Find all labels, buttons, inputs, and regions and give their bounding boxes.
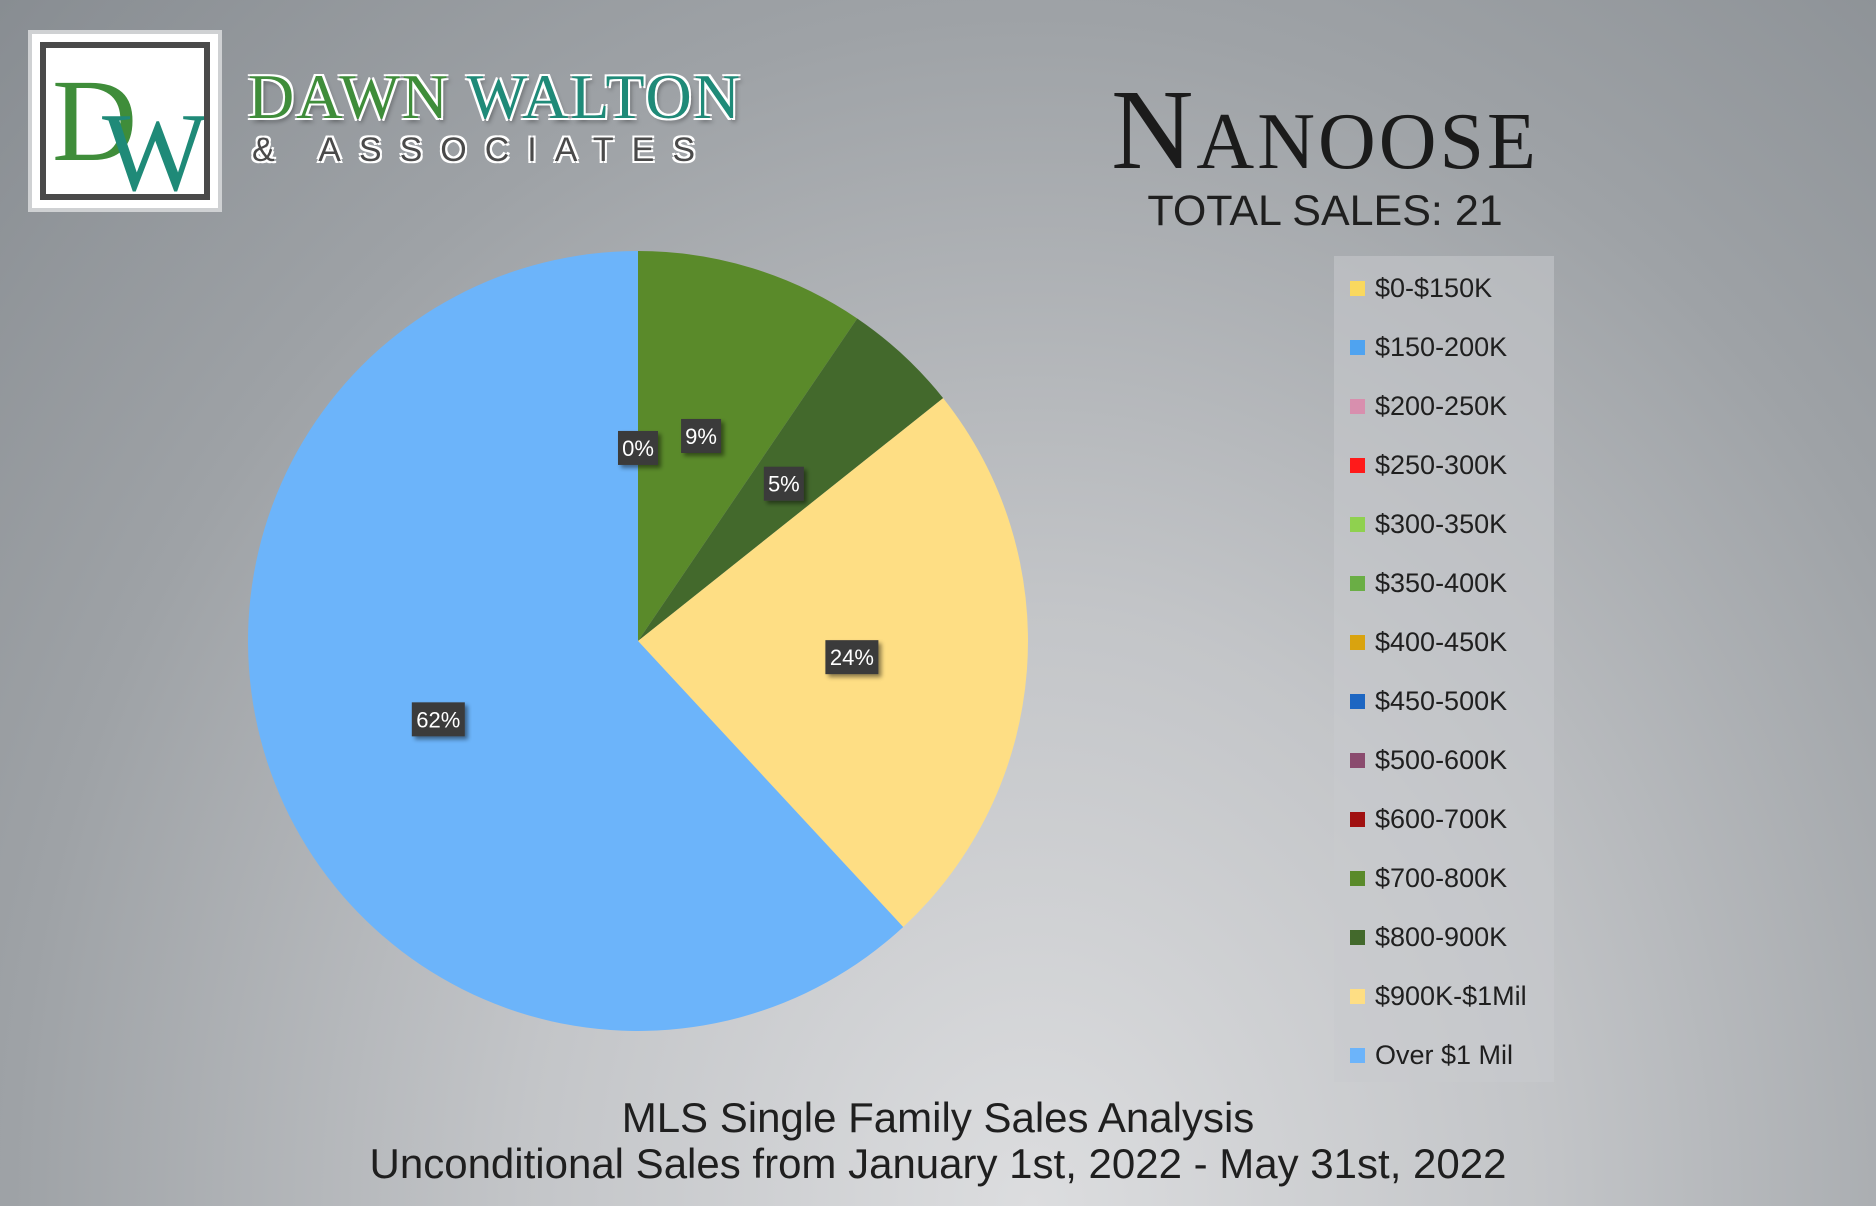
- data-label-text: 62%: [416, 707, 460, 732]
- legend-item-250-300k: $250-300K: [1350, 445, 1507, 485]
- data-label-box: [825, 640, 879, 675]
- brand-name: DAWN WALTON: [248, 62, 742, 132]
- legend-item-350-400k: $350-400K: [1350, 563, 1507, 603]
- legend-label: $900K-$1Mil: [1375, 980, 1527, 1011]
- data-label-over-1-mil: 62%: [411, 702, 465, 737]
- legend-swatch: [1350, 752, 1365, 768]
- footer-line-1: MLS Single Family Sales Analysis: [621, 1094, 1255, 1141]
- legend-label: $600-700K: [1375, 803, 1508, 834]
- legend-swatch: [1350, 398, 1365, 414]
- data-label-box: [411, 702, 465, 737]
- legend-swatch: [1350, 693, 1365, 709]
- legend-swatch: [1350, 339, 1365, 355]
- legend-swatch: [1350, 811, 1365, 827]
- legend-label: $250-300K: [1375, 449, 1508, 480]
- logo-frame: D W: [28, 30, 222, 215]
- legend-swatch: [1350, 929, 1365, 945]
- legend-item-500-600k: $500-600K: [1350, 740, 1507, 780]
- footer-line-2: Unconditional Sales from January 1st, 20…: [369, 1140, 1507, 1187]
- legend-swatch: [1350, 516, 1365, 532]
- legend-swatch: [1350, 634, 1365, 650]
- pie-slice-700-800k: [638, 251, 858, 641]
- legend-label: $350-400K: [1375, 567, 1508, 598]
- data-label-box: [763, 466, 804, 501]
- legend-label: $200-250K: [1375, 390, 1508, 421]
- legend-item-800-900k: $800-900K: [1350, 917, 1507, 957]
- legend-item-600-700k: $600-700K: [1350, 799, 1507, 839]
- data-label-800-900k: 5%: [763, 466, 804, 501]
- legend-label: $800-900K: [1375, 921, 1508, 952]
- legend-label: Over $1 Mil: [1375, 1039, 1514, 1070]
- legend-label: $400-450K: [1375, 626, 1508, 657]
- legend-swatch: [1350, 457, 1365, 473]
- data-label-text: 5%: [768, 472, 800, 497]
- pie-slice-over-1-mil: [248, 251, 904, 1031]
- data-label-text: 24%: [830, 645, 874, 670]
- legend-swatch: [1350, 575, 1365, 591]
- chart-legend: $0-$150K $150-200K $200-250K $250-300K $300-…: [1334, 256, 1554, 1082]
- legend-item-700-800k: $700-800K: [1350, 858, 1507, 898]
- data-label-900k-1mil: 24%: [825, 640, 879, 675]
- total-sales: TOTAL SALES: 21: [1147, 187, 1503, 235]
- legend-item-0-150k: $0-$150K: [1350, 268, 1492, 308]
- legend-swatch: [1350, 1047, 1365, 1063]
- legend-swatch: [1350, 870, 1365, 886]
- legend-swatch: [1350, 988, 1365, 1004]
- legend-label: $700-800K: [1375, 862, 1508, 893]
- legend-item-150-200k: $150-200K: [1350, 327, 1507, 367]
- logo-inner-frame: D W: [40, 42, 210, 215]
- legend-item-over-1-mil: Over $1 Mil: [1350, 1035, 1513, 1075]
- legend-label: $500-600K: [1375, 744, 1508, 775]
- data-label-600-700k: 0%: [618, 430, 658, 465]
- legend-item-450-500k: $450-500K: [1350, 681, 1507, 721]
- data-label-700-800k: 9%: [681, 418, 722, 453]
- data-label-text: 9%: [685, 424, 717, 449]
- legend-label: $150-200K: [1375, 331, 1508, 362]
- brand-name-second: WALTON: [466, 61, 742, 132]
- chart-title: Nanoose: [1111, 66, 1539, 193]
- legend-item-900k-1mil: $900K-$1Mil: [1350, 976, 1527, 1016]
- legend-item-400-450k: $400-450K: [1350, 622, 1507, 662]
- legend-swatch: [1350, 280, 1365, 296]
- legend-item-200-250k: $200-250K: [1350, 386, 1507, 426]
- svg-text:D: D: [52, 55, 137, 186]
- brand-name-first: DAWN: [248, 61, 450, 132]
- brand-wordmark: DAWN WALTON & ASSOCIATES: [248, 62, 742, 169]
- brand-subline: & ASSOCIATES: [252, 131, 714, 169]
- legend-label: $450-500K: [1375, 685, 1508, 716]
- data-label-box: [618, 430, 658, 465]
- data-label-text: 0%: [622, 436, 654, 461]
- legend-label: $0-$150K: [1375, 272, 1493, 303]
- data-label-box: [681, 418, 722, 453]
- legend-label: $300-350K: [1375, 508, 1508, 539]
- legend-item-300-350k: $300-350K: [1350, 504, 1507, 544]
